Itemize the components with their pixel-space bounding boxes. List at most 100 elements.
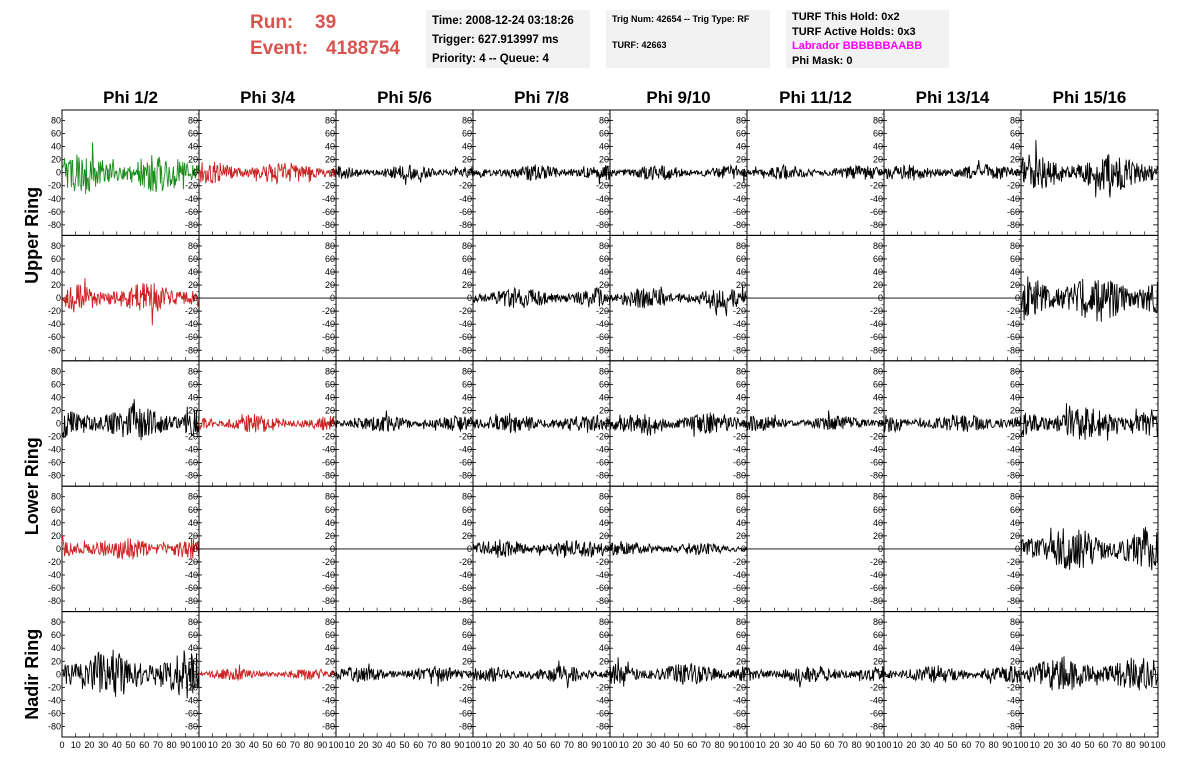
x-tick-label: 10 bbox=[71, 740, 81, 750]
waveform-trace bbox=[198, 664, 337, 681]
waveform-trace bbox=[746, 410, 885, 432]
y-tick-label: -20 bbox=[48, 557, 61, 567]
y-tick-label: -60 bbox=[459, 583, 472, 593]
y-tick-label: 40 bbox=[51, 518, 61, 528]
y-tick-label: -20 bbox=[733, 181, 746, 191]
y-tick-label: 0 bbox=[330, 293, 335, 303]
y-tick-label: 0 bbox=[878, 293, 883, 303]
y-tick-label: -80 bbox=[185, 596, 198, 606]
run-label: Run: bbox=[250, 12, 294, 33]
y-tick-label: 40 bbox=[873, 643, 883, 653]
y-tick-label: 60 bbox=[599, 630, 609, 640]
y-tick-label: 20 bbox=[1010, 656, 1020, 666]
y-tick-label: 20 bbox=[51, 155, 61, 165]
y-tick-label: 80 bbox=[736, 617, 746, 627]
x-tick-label: 20 bbox=[632, 740, 642, 750]
y-tick-label: 80 bbox=[736, 241, 746, 251]
y-tick-label: 60 bbox=[51, 379, 61, 389]
y-tick-label: -20 bbox=[733, 432, 746, 442]
y-tick-label: 20 bbox=[599, 656, 609, 666]
y-tick-label: 40 bbox=[188, 142, 198, 152]
y-tick-label: 60 bbox=[325, 505, 335, 515]
y-tick-label: -40 bbox=[733, 319, 746, 329]
y-tick-label: 0 bbox=[330, 669, 335, 679]
y-tick-label: -60 bbox=[459, 708, 472, 718]
waveform-trace bbox=[335, 164, 474, 185]
y-tick-label: -60 bbox=[48, 332, 61, 342]
y-tick-label: 80 bbox=[736, 366, 746, 376]
ring-label-3: Nadir Ring bbox=[22, 629, 42, 720]
waveform-trace bbox=[609, 163, 748, 183]
y-tick-label: -40 bbox=[870, 570, 883, 580]
y-tick-label: 80 bbox=[51, 241, 61, 251]
y-tick-label: 80 bbox=[736, 116, 746, 126]
y-tick-label: 80 bbox=[873, 241, 883, 251]
y-tick-label: -20 bbox=[596, 432, 609, 442]
y-tick-label: 0 bbox=[193, 669, 198, 679]
y-tick-label: -60 bbox=[733, 207, 746, 217]
y-tick-label: 40 bbox=[51, 267, 61, 277]
y-tick-label: 20 bbox=[1010, 155, 1020, 165]
y-tick-label: -40 bbox=[733, 695, 746, 705]
y-tick-label: -80 bbox=[596, 721, 609, 731]
x-tick-label: 10 bbox=[482, 740, 492, 750]
y-tick-label: 20 bbox=[873, 155, 883, 165]
x-tick-label: 90 bbox=[454, 740, 464, 750]
y-tick-label: 0 bbox=[1015, 669, 1020, 679]
x-tick-label: 100 bbox=[602, 740, 617, 750]
y-tick-label: -40 bbox=[1007, 445, 1020, 455]
y-tick-label: -40 bbox=[596, 319, 609, 329]
y-tick-label: -40 bbox=[322, 570, 335, 580]
y-tick-label: -80 bbox=[48, 345, 61, 355]
y-tick-label: -40 bbox=[1007, 695, 1020, 705]
y-tick-label: 60 bbox=[736, 254, 746, 264]
y-tick-label: -20 bbox=[322, 181, 335, 191]
y-tick-label: 40 bbox=[599, 643, 609, 653]
y-tick-label: 20 bbox=[462, 405, 472, 415]
y-tick-label: -60 bbox=[185, 708, 198, 718]
y-tick-label: 0 bbox=[741, 669, 746, 679]
y-tick-label: 20 bbox=[599, 405, 609, 415]
column-title-4: Phi 7/8 bbox=[514, 88, 569, 107]
y-tick-label: 20 bbox=[462, 280, 472, 290]
event-label: Event: bbox=[250, 38, 309, 59]
y-tick-label: 80 bbox=[462, 241, 472, 251]
x-tick-label: 40 bbox=[660, 740, 670, 750]
y-tick-label: 80 bbox=[599, 366, 609, 376]
waveform-trace bbox=[472, 660, 611, 689]
y-tick-label: -20 bbox=[733, 306, 746, 316]
y-tick-label: -40 bbox=[185, 194, 198, 204]
y-tick-label: 60 bbox=[188, 379, 198, 389]
column-title-6: Phi 11/12 bbox=[779, 88, 852, 107]
y-tick-label: 80 bbox=[462, 492, 472, 502]
y-tick-label: -40 bbox=[733, 194, 746, 204]
y-tick-label: 40 bbox=[462, 392, 472, 402]
y-tick-label: -80 bbox=[1007, 471, 1020, 481]
waveform-trace bbox=[61, 535, 200, 560]
y-tick-label: 0 bbox=[1015, 293, 1020, 303]
x-tick-label: 60 bbox=[139, 740, 149, 750]
y-tick-label: 40 bbox=[1010, 643, 1020, 653]
y-tick-label: 20 bbox=[188, 405, 198, 415]
x-tick-label: 40 bbox=[523, 740, 533, 750]
x-tick-label: 80 bbox=[989, 740, 999, 750]
x-tick-label: 60 bbox=[961, 740, 971, 750]
y-tick-label: -60 bbox=[322, 332, 335, 342]
y-tick-label: 60 bbox=[188, 254, 198, 264]
x-tick-label: 100 bbox=[465, 740, 480, 750]
y-tick-label: -60 bbox=[1007, 708, 1020, 718]
y-tick-label: -40 bbox=[48, 695, 61, 705]
y-tick-label: 80 bbox=[873, 617, 883, 627]
y-tick-label: -60 bbox=[459, 332, 472, 342]
y-tick-label: 20 bbox=[188, 531, 198, 541]
y-tick-label: 60 bbox=[325, 379, 335, 389]
x-tick-label: 80 bbox=[715, 740, 725, 750]
y-tick-label: 40 bbox=[188, 518, 198, 528]
y-tick-label: -60 bbox=[870, 207, 883, 217]
y-tick-label: 60 bbox=[736, 630, 746, 640]
y-tick-label: -60 bbox=[459, 458, 472, 468]
y-tick-label: 20 bbox=[1010, 280, 1020, 290]
y-tick-label: 60 bbox=[873, 254, 883, 264]
y-tick-label: -40 bbox=[185, 695, 198, 705]
y-tick-label: 60 bbox=[462, 630, 472, 640]
